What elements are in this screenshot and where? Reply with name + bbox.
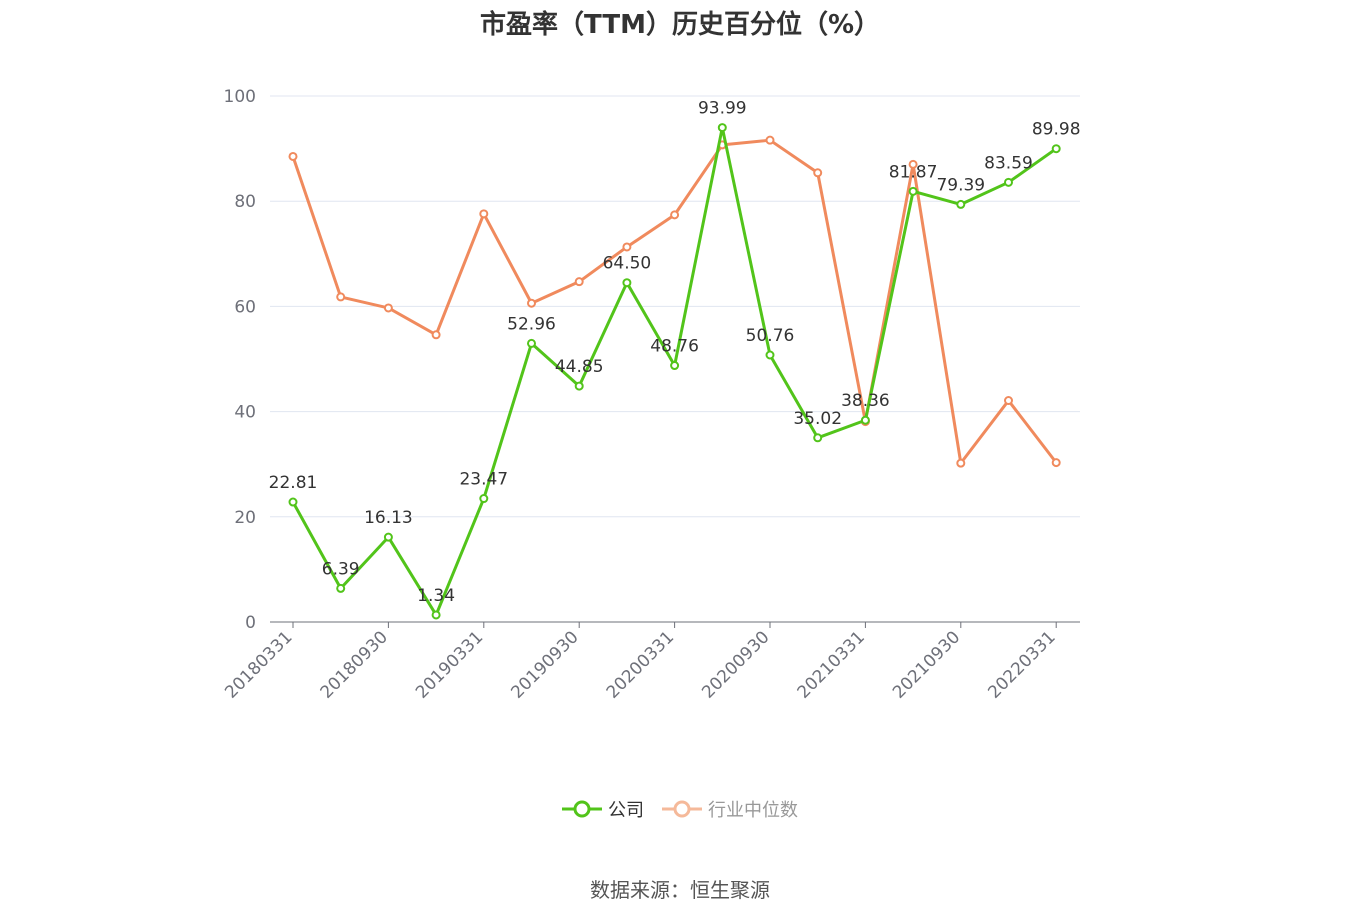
- data-point: [1051, 458, 1061, 468]
- data-label: 23.47: [459, 470, 508, 490]
- data-point: [527, 338, 536, 348]
- data-point: [574, 381, 584, 391]
- chart-title: 市盈率（TTM）历史百分位（%）: [480, 10, 880, 40]
- data-point: [813, 168, 823, 178]
- data-label: 89.98: [1032, 120, 1081, 140]
- y-tick-label: 40: [234, 403, 256, 423]
- x-tick-label: 20190930: [507, 627, 582, 702]
- data-point: [860, 415, 870, 425]
- data-point: [431, 330, 441, 340]
- data-point: [288, 151, 298, 161]
- data-label: 81.87: [889, 162, 938, 182]
- data-point: [336, 583, 346, 593]
- data-point: [1051, 144, 1061, 154]
- data-point: [479, 209, 489, 219]
- grid-lines: [270, 95, 1080, 518]
- data-point: [1004, 177, 1013, 187]
- data-label: 38.36: [841, 391, 890, 411]
- data-label: 50.76: [746, 326, 795, 346]
- data-point: [670, 361, 680, 371]
- legend-line-icon: [562, 800, 602, 818]
- data-point: [908, 186, 918, 196]
- data-point: [431, 610, 441, 620]
- data-point: [956, 199, 966, 209]
- legend-label: 行业中位数: [708, 800, 798, 821]
- data-label: 64.50: [603, 254, 652, 274]
- x-tick-label: 20180331: [221, 627, 296, 702]
- x-tick-label: 20200331: [603, 627, 678, 702]
- data-point: [336, 292, 346, 302]
- y-tick-label: 60: [234, 297, 256, 317]
- data-label: 79.39: [936, 175, 985, 195]
- y-tick-label: 100: [224, 87, 256, 107]
- data-label: 93.99: [698, 99, 747, 119]
- data-label: 52.96: [507, 314, 556, 334]
- data-label: 83.59: [984, 153, 1033, 173]
- data-point: [765, 350, 775, 360]
- y-tick-label: 0: [245, 613, 256, 633]
- data-point: [479, 494, 489, 504]
- data-point: [956, 458, 966, 468]
- data-point: [813, 433, 823, 443]
- data-label: 1.34: [417, 586, 455, 606]
- legend: 公司 行业中位数: [0, 796, 1360, 822]
- data-point: [765, 135, 775, 145]
- data-point: [288, 497, 298, 507]
- data-point: [574, 277, 584, 287]
- data-labels: 22.81 6.39 16.13 1.34 23.47 52.96 44.85 64.50 48…: [269, 99, 1081, 606]
- x-tick-label: 20210930: [889, 627, 964, 702]
- x-tick-label: 20200930: [698, 627, 773, 702]
- data-point: [717, 123, 727, 133]
- x-tick-label: 20220331: [984, 627, 1059, 702]
- y-tick-label: 20: [234, 508, 256, 528]
- series-lines: [288, 123, 1061, 620]
- legend-item-company[interactable]: 公司: [562, 796, 644, 822]
- data-point: [527, 298, 536, 308]
- x-tick-label: 20190331: [412, 627, 487, 702]
- data-point: [908, 159, 918, 169]
- data-label: 6.39: [322, 559, 360, 579]
- data-label: 22.81: [269, 473, 318, 493]
- data-label: 16.13: [364, 508, 413, 528]
- y-tick-label: 80: [234, 192, 256, 212]
- data-point: [383, 532, 393, 542]
- source-note: 数据来源：恒生聚源: [590, 878, 770, 902]
- x-tick-label: 20210331: [794, 627, 869, 702]
- data-point: [383, 303, 393, 313]
- data-point: [670, 210, 680, 220]
- legend-item-industry-median[interactable]: 行业中位数: [662, 796, 798, 822]
- data-point: [622, 278, 632, 288]
- data-label: 35.02: [793, 409, 842, 429]
- data-label: 48.76: [650, 337, 699, 357]
- legend-line-icon: [662, 800, 702, 818]
- data-point: [622, 242, 632, 252]
- x-tick-label: 20180930: [317, 627, 392, 702]
- legend-label: 公司: [608, 800, 644, 821]
- data-label: 44.85: [555, 357, 604, 377]
- data-point: [1004, 396, 1013, 406]
